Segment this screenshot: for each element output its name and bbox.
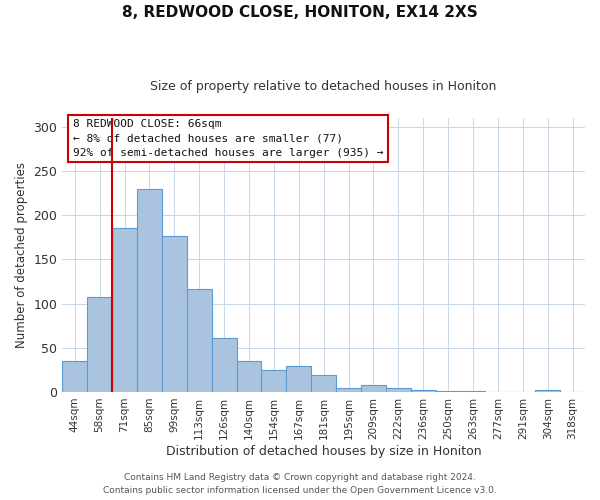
- Bar: [311, 375, 336, 392]
- Text: 8, REDWOOD CLOSE, HONITON, EX14 2XS: 8, REDWOOD CLOSE, HONITON, EX14 2XS: [122, 5, 478, 20]
- Bar: [436, 391, 461, 392]
- Bar: [461, 391, 485, 392]
- Bar: [137, 188, 162, 392]
- Title: Size of property relative to detached houses in Honiton: Size of property relative to detached ho…: [151, 80, 497, 93]
- Y-axis label: Number of detached properties: Number of detached properties: [15, 162, 28, 348]
- Bar: [411, 390, 436, 392]
- Bar: [262, 370, 286, 392]
- Bar: [236, 361, 262, 392]
- Bar: [187, 290, 212, 392]
- Text: Contains HM Land Registry data © Crown copyright and database right 2024.
Contai: Contains HM Land Registry data © Crown c…: [103, 474, 497, 495]
- Bar: [87, 298, 112, 392]
- Bar: [361, 385, 386, 392]
- Bar: [162, 236, 187, 392]
- Bar: [286, 366, 311, 392]
- Bar: [62, 361, 87, 392]
- Bar: [386, 388, 411, 392]
- Text: 8 REDWOOD CLOSE: 66sqm
← 8% of detached houses are smaller (77)
92% of semi-deta: 8 REDWOOD CLOSE: 66sqm ← 8% of detached …: [73, 119, 383, 158]
- Bar: [112, 228, 137, 392]
- X-axis label: Distribution of detached houses by size in Honiton: Distribution of detached houses by size …: [166, 444, 481, 458]
- Bar: [535, 390, 560, 392]
- Bar: [336, 388, 361, 392]
- Bar: [212, 338, 236, 392]
